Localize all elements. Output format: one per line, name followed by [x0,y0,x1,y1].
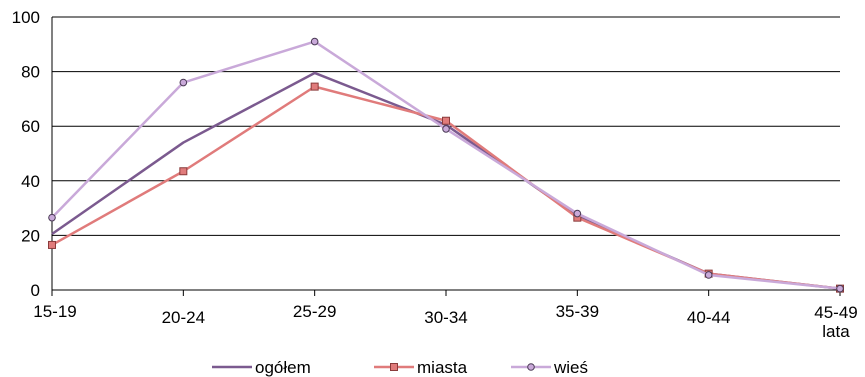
point-wieś-25-29 [310,37,319,46]
series-lines [48,37,844,293]
x-tick-label-15-19: 15-19 [33,302,76,321]
y-tick-label-80: 80 [21,63,40,82]
point-miasta-15-19 [48,240,56,249]
y-tick-label-60: 60 [21,117,40,136]
legend: ogółem miasta wieś [212,358,588,377]
y-tick-label-40: 40 [21,172,40,191]
y-tick-label-20: 20 [21,226,40,245]
y-tick-label-0: 0 [31,281,40,300]
point-miasta-20-24 [179,167,188,176]
legend-marker-wieś [527,363,535,371]
x-tick-label-35-39: 35-39 [556,302,599,321]
series-wieś [48,37,844,293]
legend-marker-miasta [390,363,398,371]
point-miasta-30-34 [442,116,450,125]
x-tick-label-25-29: 25-29 [293,302,336,321]
gridlines [51,16,841,296]
x-tick-label-30-34: 30-34 [424,308,467,327]
legend-item-wieś: wieś [511,358,588,377]
x-axis-unit-label: lata [822,322,850,341]
x-tick-label-40-44: 40-44 [687,308,730,327]
x-axis-tick-labels: 15-19 20-24 25-29 30-34 35-39 40-44 45-49 [33,302,857,327]
point-wieś-40-44 [704,271,713,279]
series-line-wieś [51,40,841,290]
x-tick-label-20-24: 20-24 [162,308,205,327]
y-tick-label-100: 100 [12,8,40,27]
legend-item-miasta: miasta [374,358,468,377]
point-wieś-30-34 [442,125,450,133]
point-wieś-15-19 [48,213,56,222]
point-wieś-20-24 [179,78,188,87]
legend-item-ogółem: ogółem [212,358,311,377]
point-wieś-45-49 [836,284,844,293]
point-miasta-25-29 [310,82,319,91]
legend-label-ogółem: ogółem [255,358,311,377]
legend-label-miasta: miasta [417,358,468,377]
x-tick-label-45-49: 45-49 [814,303,857,322]
series-miasta [48,82,844,293]
point-wieś-35-39 [573,209,582,218]
legend-label-wieś: wieś [553,358,588,377]
y-axis-tick-labels: 0 20 40 60 80 100 [12,8,40,300]
